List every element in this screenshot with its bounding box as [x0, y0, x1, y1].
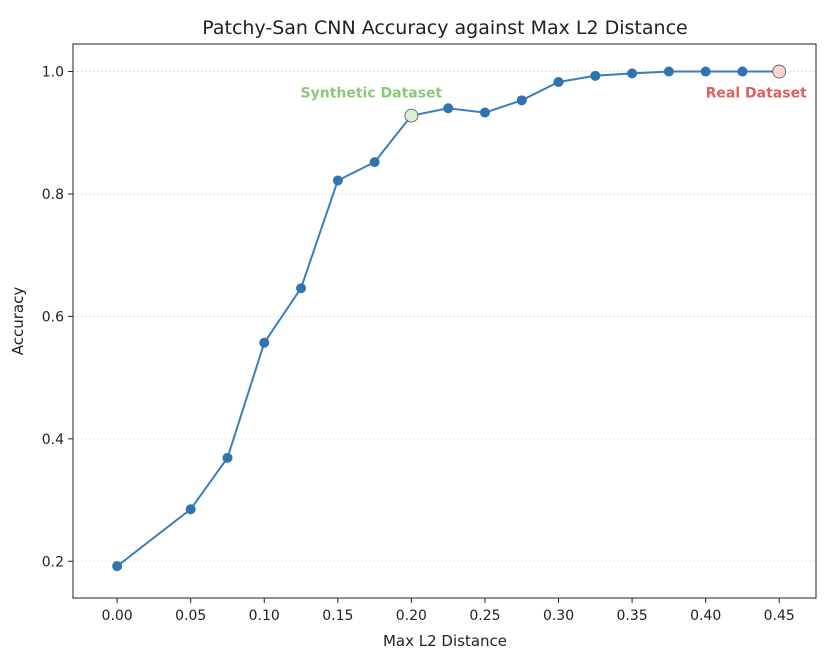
- annotation-marker: [772, 64, 787, 79]
- x-tick-label: 0.25: [469, 608, 500, 624]
- data-point: [112, 561, 123, 572]
- data-point: [259, 337, 270, 348]
- x-axis: 0.00 0.05 0.10 0.15 0.20 0.25 0.30 0.35 0.40 0.45: [102, 598, 795, 624]
- data-point: [590, 70, 601, 81]
- data-point: [369, 157, 380, 168]
- data-point: [222, 452, 233, 463]
- data-point: [737, 66, 748, 77]
- y-tick-label: 0.8: [42, 187, 64, 203]
- annotation-label: Real Dataset: [706, 86, 807, 102]
- x-tick-label: 0.40: [690, 608, 721, 624]
- data-point: [663, 66, 674, 77]
- x-tick-label: 0.10: [249, 608, 280, 624]
- x-axis-label: Max L2 Distance: [383, 632, 507, 650]
- annotation-label: Synthetic Dataset: [301, 86, 443, 102]
- x-tick-label: 0.05: [175, 608, 206, 624]
- x-tick-label: 0.45: [764, 608, 795, 624]
- series-line: [116, 70, 780, 567]
- x-tick-label: 0.30: [543, 608, 574, 624]
- x-tick-label: 0.20: [396, 608, 427, 624]
- y-axis: 0.2 0.4 0.6 0.8 1.0: [42, 65, 73, 570]
- chart-title: Patchy-San CNN Accuracy against Max L2 D…: [202, 17, 687, 39]
- data-point: [627, 68, 638, 79]
- y-tick-label: 0.6: [42, 309, 64, 325]
- x-tick-label: 0.35: [617, 608, 648, 624]
- data-point: [332, 175, 343, 186]
- data-point: [479, 107, 490, 118]
- series-layer: [112, 66, 785, 572]
- x-tick-label: 0.00: [102, 608, 133, 624]
- x-tick-label: 0.15: [322, 608, 353, 624]
- y-tick-label: 0.4: [42, 432, 64, 448]
- data-point: [516, 95, 527, 106]
- annotation-marker: [404, 108, 419, 123]
- y-tick-label: 1.0: [42, 65, 64, 81]
- plot-frame: [72, 43, 817, 599]
- data-point: [185, 504, 196, 515]
- data-point: [553, 76, 564, 87]
- data-point: [443, 103, 454, 114]
- grid: [73, 71, 816, 562]
- data-point: [700, 66, 711, 77]
- annotation-layer: Synthetic Dataset Real Dataset: [301, 64, 807, 123]
- y-axis-label: Accuracy: [9, 287, 27, 356]
- data-point: [296, 283, 307, 294]
- y-tick-label: 0.2: [42, 554, 64, 570]
